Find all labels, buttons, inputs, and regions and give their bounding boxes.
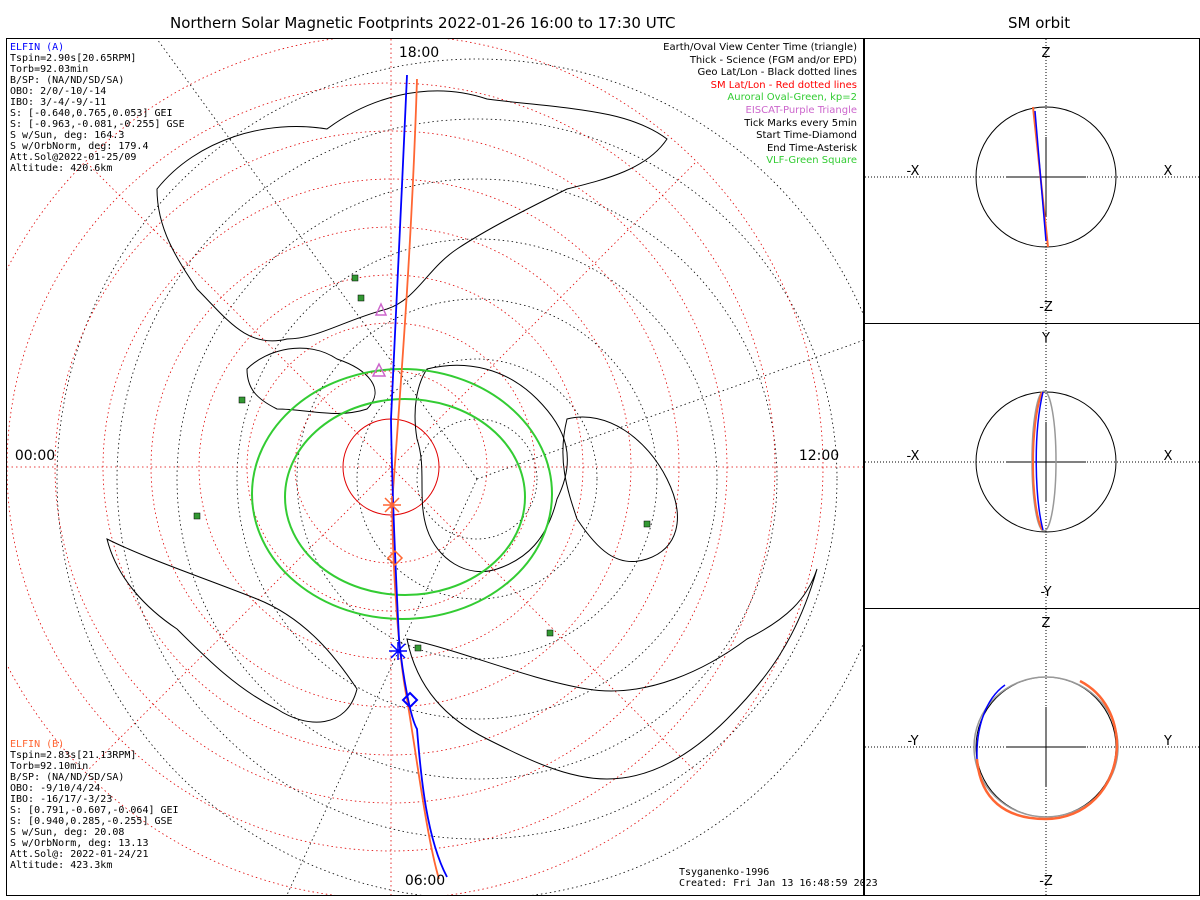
elfin-b-line: S: [0.791,-0.607,-0.064] GEI (10, 805, 179, 816)
elfin-a-line: B/SP: (NA/ND/SD/SA) (10, 75, 125, 86)
elfin-a-start-diamond (401, 691, 419, 709)
footprint-map-panel: 18:00 00:00 12:00 06:00 ELFIN (A) Tspin=… (6, 38, 878, 896)
mlt-label-top: 18:00 (399, 45, 439, 61)
footprint-map: 18:00 00:00 12:00 06:00 (7, 39, 863, 895)
coastlines (106, 90, 818, 780)
model-label: Tsyganenko-1996 (679, 867, 770, 878)
mlt-label-bottom: 06:00 (405, 873, 445, 889)
elfin-b-start-diamond (386, 549, 404, 567)
sm-grid (7, 39, 863, 895)
legend-item: Start Time-Diamond (756, 130, 857, 142)
legend-item: Tick Marks every 5min (744, 117, 857, 129)
sm-orbit-panel-yz: Z -Z -Y Y (864, 608, 1200, 896)
sm1-bottom: -Z (1039, 300, 1053, 315)
elfin-b-end-asterisk (383, 496, 401, 514)
sm2-left: -X (907, 449, 920, 464)
elfin-a-track (390, 74, 448, 878)
sm3-bottom: -Z (1039, 874, 1053, 889)
sm1-right: X (1164, 164, 1173, 179)
vlf-stations (193, 274, 651, 652)
plot-title: Northern Solar Magnetic Footprints 2022-… (170, 14, 676, 32)
sm2-top: Y (1041, 331, 1050, 346)
elfin-a-line: S w/Sun, deg: 164.3 (10, 130, 125, 141)
elfin-a-end-asterisk (389, 642, 407, 660)
elfin-b-name: ELFIN (B) (10, 739, 65, 750)
elfin-b-line: B/SP: (NA/ND/SD/SA) (10, 772, 125, 783)
legend-item: VLF-Green Square (766, 155, 857, 167)
elfin-a-line: Att.Sol@2022-01-25/09 (10, 152, 137, 163)
created-label: Created: Fri Jan 13 16:48:59 2023 (679, 878, 878, 889)
elfin-a-line: S: [-0.640,0.765,0.053] GEI (10, 108, 173, 119)
sm2-bottom: -Y (1040, 585, 1051, 600)
elfin-b-line: S: [0.940,0.285,-0.255] GSE (10, 816, 173, 827)
footer: Tsyganenko-1996 Created: Fri Jan 13 16:4… (679, 867, 878, 889)
sm-orbit-title: SM orbit (1008, 14, 1071, 32)
elfin-b-line: Torb=92.10min (10, 761, 89, 772)
sm2-right: X (1164, 449, 1173, 464)
legend-item: Geo Lat/Lon - Black dotted lines (697, 67, 857, 79)
elfin-a-line: IBO: 3/-4/-9/-11 (10, 97, 107, 108)
elfin-a-line: OBO: 2/0/-10/-14 (10, 86, 107, 97)
legend-item: SM Lat/Lon - Red dotted lines (710, 79, 857, 91)
sm3-top: Z (1042, 616, 1051, 631)
legend-item: EISCAT-Purple Triangle (745, 104, 858, 116)
elfin-a-line: S: [-0.963,-0.081,-0.255] GSE (10, 119, 185, 130)
elfin-b-line: S w/Sun, deg: 20.08 (10, 827, 125, 838)
mlt-label-right: 12:00 (799, 448, 839, 464)
elfin-a-line: Torb=92.03min (10, 64, 89, 75)
sm-orbit-panel-xy: Y -Y -X X (864, 323, 1200, 609)
auroral-oval (251, 368, 553, 620)
sm3-left: -Y (907, 734, 918, 749)
elfin-b-track (391, 78, 440, 880)
sm1-top: Z (1042, 46, 1051, 61)
legend: Earth/Oval View Center Time (triangle) Th… (663, 42, 857, 168)
elfin-b-line: S w/OrbNorm, deg: 13.13 (10, 838, 149, 849)
eiscat-triangle-2 (371, 362, 387, 377)
mlt-label-left: 00:00 (15, 448, 55, 464)
legend-item: Earth/Oval View Center Time (triangle) (663, 42, 857, 53)
elfin-b-lines: Tspin=2.83s[21.13RPM] Torb=92.10min B/SP: … (10, 750, 179, 871)
elfin-a-line: Altitude: 420.6km (10, 163, 113, 174)
elfin-b-line: IBO: -16/17/-3/23 (10, 794, 113, 805)
elfin-b-line: Altitude: 423.3km (10, 860, 113, 871)
elfin-b-line: OBO: -9/10/4/24 (10, 783, 101, 794)
elfin-b-line: Tspin=2.83s[21.13RPM] (10, 750, 137, 761)
sm1-left: -X (907, 164, 920, 179)
sm3-right: Y (1163, 734, 1172, 749)
legend-item: Thick - Science (FGM and/or EPD) (689, 54, 857, 66)
elfin-b-info: ELFIN (B) Tspin=2.83s[21.13RPM] Torb=92.1… (10, 739, 179, 871)
legend-item: Auroral Oval-Green, kp=2 (727, 92, 857, 104)
elfin-b-line: Att.Sol@: 2022-01-24/21 (10, 849, 149, 860)
elfin-a-name: ELFIN (A) (10, 42, 65, 53)
elfin-a-info: ELFIN (A) Tspin=2.90s[20.65RPM] Torb=92.0… (10, 42, 185, 174)
legend-item: End Time-Asterisk (766, 142, 857, 154)
elfin-a-line: Tspin=2.90s[20.65RPM] (10, 53, 137, 64)
elfin-a-lines: Tspin=2.90s[20.65RPM] Torb=92.03min B/SP: … (10, 53, 185, 174)
elfin-a-line: S w/OrbNorm, deg: 179.4 (10, 141, 149, 152)
geo-grid (56, 39, 863, 895)
eiscat-triangle (374, 302, 388, 316)
sm-orbit-panel-xz: Z -Z -X X (864, 38, 1200, 324)
